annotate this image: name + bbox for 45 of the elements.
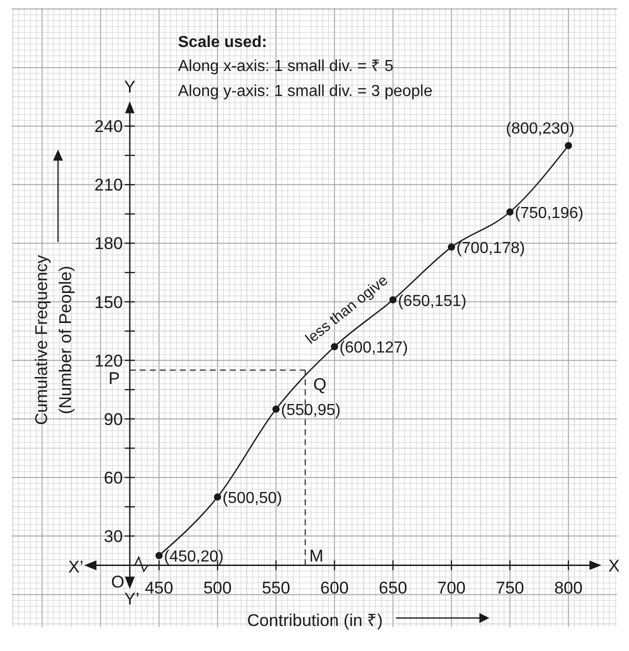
annotation: (550,95) bbox=[281, 402, 341, 420]
point bbox=[272, 406, 280, 413]
annotation: (700,178) bbox=[456, 240, 525, 258]
ref-line-label: P bbox=[108, 369, 120, 388]
point bbox=[155, 552, 163, 560]
y-tick-label: 60 bbox=[104, 468, 123, 488]
annotation: (650,151) bbox=[398, 292, 466, 310]
y-tick-label: 30 bbox=[104, 527, 123, 546]
x-axis-title: Contribution (in ₹) bbox=[247, 611, 383, 630]
annotation: Q bbox=[313, 375, 326, 394]
y-tick-label: 150 bbox=[94, 292, 123, 312]
point bbox=[330, 343, 338, 350]
y-tick-label: 120 bbox=[94, 351, 123, 370]
text: X’ bbox=[68, 557, 84, 576]
y-tick-label: 210 bbox=[94, 176, 123, 195]
x-tick-label: 800 bbox=[554, 578, 583, 598]
y-tick-label: 180 bbox=[94, 234, 123, 254]
point bbox=[564, 142, 572, 150]
y-axis-title: Cumulative Frequency (Number of People) bbox=[32, 254, 75, 426]
y-tick-label: 90 bbox=[104, 410, 123, 429]
x-tick-label: 650 bbox=[378, 578, 408, 598]
point bbox=[389, 296, 397, 304]
text: O bbox=[111, 572, 124, 592]
text: Y’ bbox=[124, 589, 140, 608]
x-tick-label: 550 bbox=[262, 578, 290, 598]
chart-title: Scale used: bbox=[178, 34, 267, 51]
annotation: (750,196) bbox=[514, 205, 584, 222]
x-tick-label: 750 bbox=[496, 578, 524, 598]
text: Along x-axis: 1 small div. = ₹ 5 bbox=[178, 58, 394, 75]
annotation: (600,127) bbox=[339, 340, 408, 357]
x-tick-label: 450 bbox=[144, 578, 174, 598]
x-tick-label: 700 bbox=[437, 578, 466, 598]
text: Y bbox=[124, 78, 136, 97]
x-tick-label: 500 bbox=[203, 578, 232, 598]
point bbox=[448, 244, 456, 251]
annotation: (500,50) bbox=[222, 490, 282, 507]
point bbox=[506, 208, 514, 216]
text: Along y-axis: 1 small div. = 3 people bbox=[178, 83, 433, 100]
annotation: (800,230) bbox=[506, 120, 574, 138]
x-tick-label: 600 bbox=[320, 578, 349, 598]
point bbox=[214, 493, 222, 501]
y-tick-label: 240 bbox=[94, 117, 123, 136]
text: X bbox=[608, 556, 620, 576]
annotation: (450,20) bbox=[164, 548, 224, 566]
ref-line-label: M bbox=[309, 546, 324, 566]
